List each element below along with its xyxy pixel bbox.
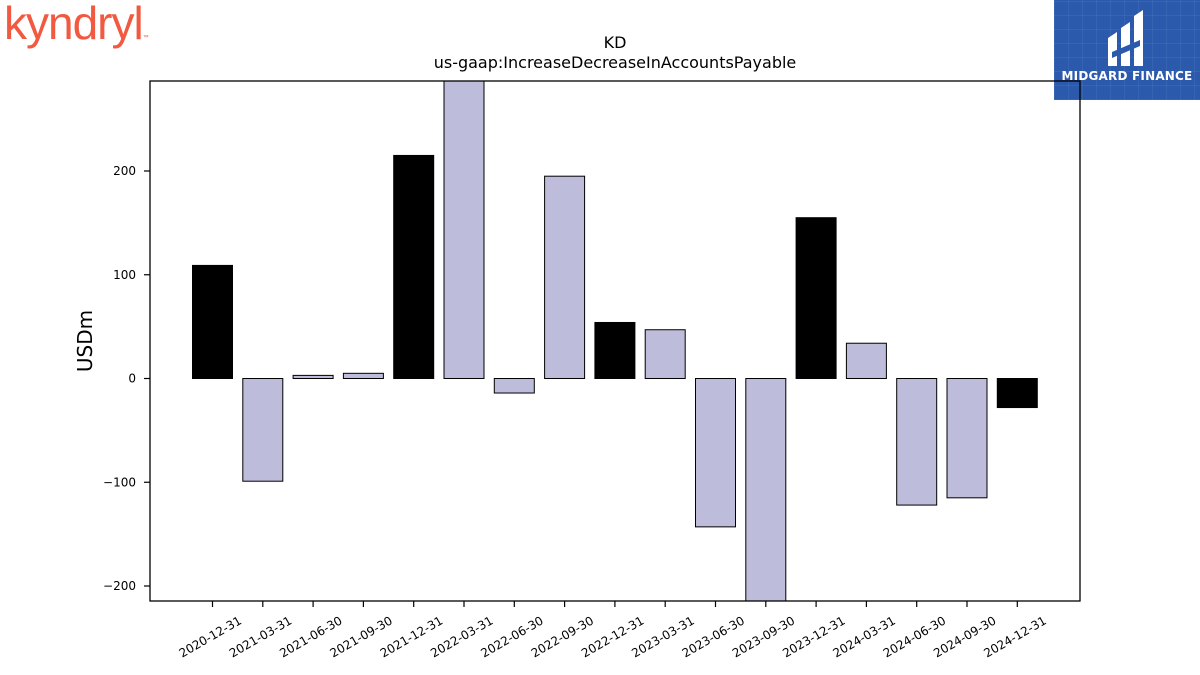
bar-2022-12-31 [595, 322, 635, 378]
bar-2022-03-31 [444, 72, 484, 378]
axes-group: −200−10001002002020-12-312021-03-312021-… [103, 81, 1080, 660]
bar-2023-09-30 [746, 379, 786, 612]
bar-2021-03-31 [243, 379, 283, 482]
bar-2024-03-31 [846, 343, 886, 378]
bar-2024-09-30 [947, 379, 987, 498]
bar-2021-06-30 [293, 375, 333, 378]
chart-title: KD [604, 33, 627, 52]
y-tick-label: −100 [103, 475, 136, 489]
bar-2022-09-30 [545, 176, 585, 378]
chart-subtitle: us-gaap:IncreaseDecreaseInAccountsPayabl… [434, 53, 797, 72]
bar-2022-06-30 [494, 379, 534, 394]
bar-2021-09-30 [343, 373, 383, 378]
bar-2024-12-31 [997, 379, 1037, 408]
bar-2020-12-31 [193, 265, 233, 378]
y-tick-label: 200 [113, 164, 136, 178]
bar-2023-06-30 [696, 379, 736, 527]
y-tick-label: 0 [128, 372, 136, 386]
y-tick-label: 100 [113, 268, 136, 282]
bar-2021-12-31 [394, 155, 434, 378]
bar-2024-06-30 [897, 379, 937, 506]
bar-2023-12-31 [796, 218, 836, 379]
y-axis-label: USDm [73, 310, 97, 372]
bar-2023-03-31 [645, 330, 685, 379]
y-tick-label: −200 [103, 579, 136, 593]
bars-group [193, 72, 1038, 612]
